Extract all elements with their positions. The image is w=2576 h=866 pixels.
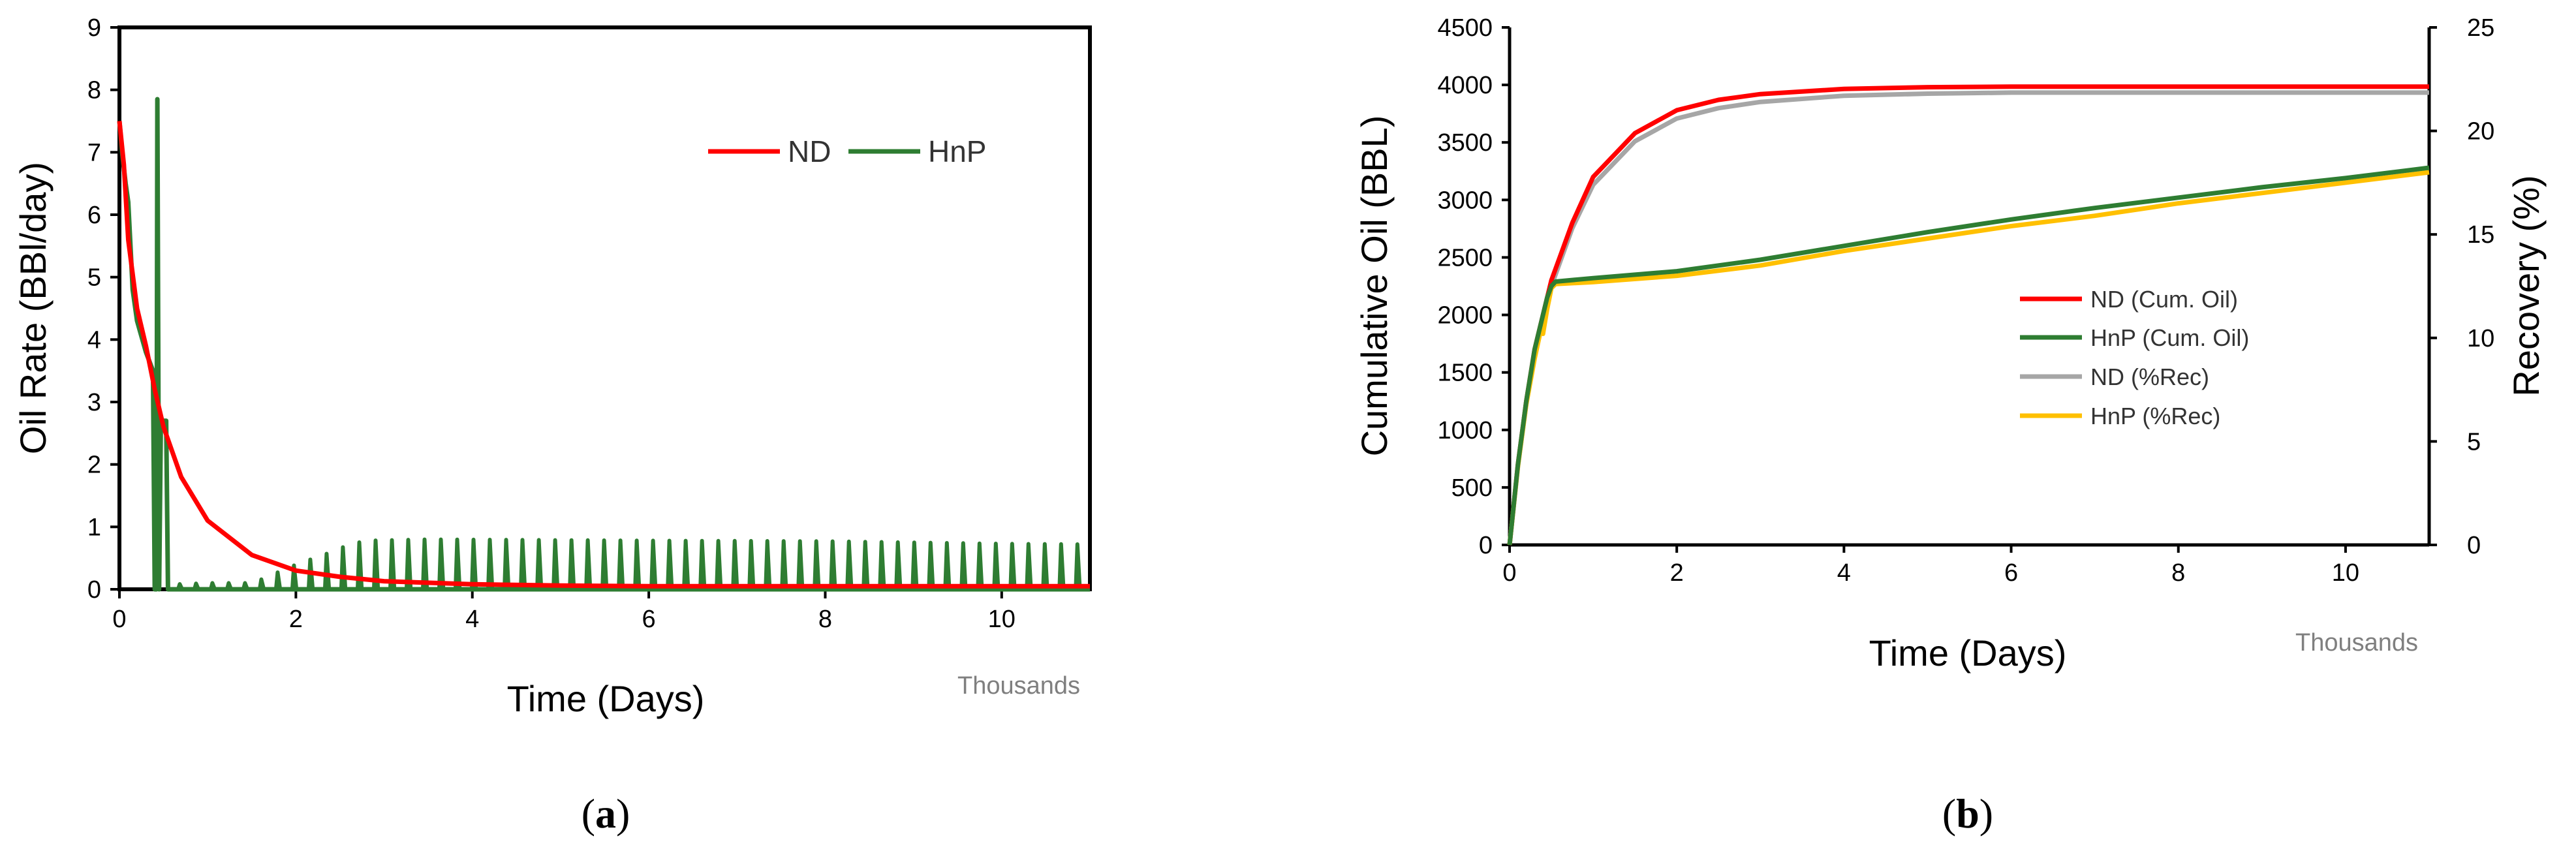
series-line-hnp-cum-oil: [1507, 165, 2430, 546]
series-line-nd-rec: [1507, 90, 2429, 546]
panel-b-ticks: 0 500 1000 1500 2000 2500 3000 3500 4000 4500 0 5 10…: [1437, 14, 2494, 587]
y-tick-label: 2500: [1437, 244, 1493, 271]
x-tick-label: 8: [2171, 559, 2185, 587]
panel-b-x-units-label: Thousands: [2295, 629, 2418, 657]
y2-tick-label: 5: [2467, 428, 2481, 456]
y-tick-label: 2: [87, 452, 101, 479]
y2-tick-label: 15: [2467, 221, 2494, 249]
panel-a-x-units-label: Thousands: [957, 672, 1080, 700]
x-tick-label: 2: [289, 606, 303, 633]
x-tick-label: 6: [642, 606, 656, 633]
y2-tick-label: 25: [2467, 14, 2494, 42]
y-tick-label: 1: [87, 514, 101, 541]
legend-label-nd-cum: ND (Cum. Oil): [2090, 286, 2238, 313]
panel-b-y-axis-title: Cumulative Oil (BBL): [1354, 116, 1395, 457]
series-line-hnp-rec: [1507, 170, 2430, 546]
panel-b: 0 500 1000 1500 2000 2500 3000 3500 4000 4500 0 5 10…: [1354, 14, 2547, 837]
y-tick-label: 3000: [1437, 187, 1493, 214]
x-tick-label: 0: [112, 606, 126, 633]
legend-label-hnp-cum: HnP (Cum. Oil): [2090, 324, 2249, 351]
series-line-hnp-cycles: [172, 537, 1082, 591]
panel-a-series: [117, 97, 1090, 592]
y-tick-label: 1000: [1437, 417, 1493, 444]
y-tick-label: 3: [87, 389, 101, 416]
series-line-nd-cum-oil: [1507, 84, 2429, 546]
x-tick-label: 2: [1670, 559, 1684, 587]
panel-b-series: [1507, 84, 2430, 546]
legend-label-nd-rec: ND (%Rec): [2090, 363, 2209, 390]
panel-b-y2-axis-title: Recovery (%): [2506, 175, 2547, 396]
series-line-nd: [117, 121, 1090, 589]
panel-a-x-axis-title: Time (Days): [507, 678, 705, 719]
panel-a-legend: ND HnP: [708, 134, 986, 168]
panel-b-label: b: [1956, 790, 1979, 837]
y-tick-label: 0: [1479, 532, 1493, 559]
x-tick-label: 4: [465, 606, 479, 633]
y-tick-label: 0: [87, 576, 101, 604]
panel-a-caption: (a): [582, 790, 630, 837]
x-tick-label: 6: [2004, 559, 2018, 587]
x-tick-label: 10: [2332, 559, 2359, 587]
y-tick-label: 6: [87, 202, 101, 229]
legend-label-hnp-rec: HnP (%Rec): [2090, 403, 2220, 429]
y2-tick-label: 0: [2467, 532, 2481, 559]
x-tick-label: 4: [1837, 559, 1851, 587]
legend-label-hnp: HnP: [928, 134, 986, 168]
panel-a: 0 1 2 3 4 5 6 7 8 9 0 2 4 6 8 10 Oil Rate (BBl/day) Tim…: [12, 14, 1092, 837]
y-tick-label: 9: [87, 14, 101, 42]
y-tick-label: 1500: [1437, 360, 1493, 387]
panel-a-label: a: [595, 790, 616, 837]
y2-tick-label: 20: [2467, 118, 2494, 146]
panel-a-ticks: 0 1 2 3 4 5 6 7 8 9 0 2 4 6 8 10: [87, 14, 1016, 633]
y-tick-label: 7: [87, 139, 101, 166]
y-tick-label: 2000: [1437, 302, 1493, 330]
y2-tick-label: 10: [2467, 325, 2494, 352]
panel-b-legend: ND (Cum. Oil) HnP (Cum. Oil) ND (%Rec) H…: [2020, 286, 2249, 429]
y-tick-label: 4500: [1437, 14, 1493, 42]
x-tick-label: 0: [1502, 559, 1516, 587]
panel-a-plot-area: [117, 25, 1092, 591]
y-tick-label: 3500: [1437, 129, 1493, 157]
y-tick-label: 5: [87, 264, 101, 292]
y-tick-label: 8: [87, 77, 101, 104]
panel-b-caption: (b): [1942, 790, 1993, 837]
y-tick-label: 4: [87, 326, 101, 354]
y-tick-label: 4000: [1437, 72, 1493, 99]
panel-b-x-axis-title: Time (Days): [1869, 632, 2067, 673]
x-tick-label: 8: [818, 606, 832, 633]
y-tick-label: 500: [1451, 474, 1493, 502]
legend-label-nd: ND: [788, 134, 831, 168]
panel-a-y-axis-title: Oil Rate (BBl/day): [12, 162, 54, 454]
x-tick-label: 10: [988, 606, 1016, 633]
